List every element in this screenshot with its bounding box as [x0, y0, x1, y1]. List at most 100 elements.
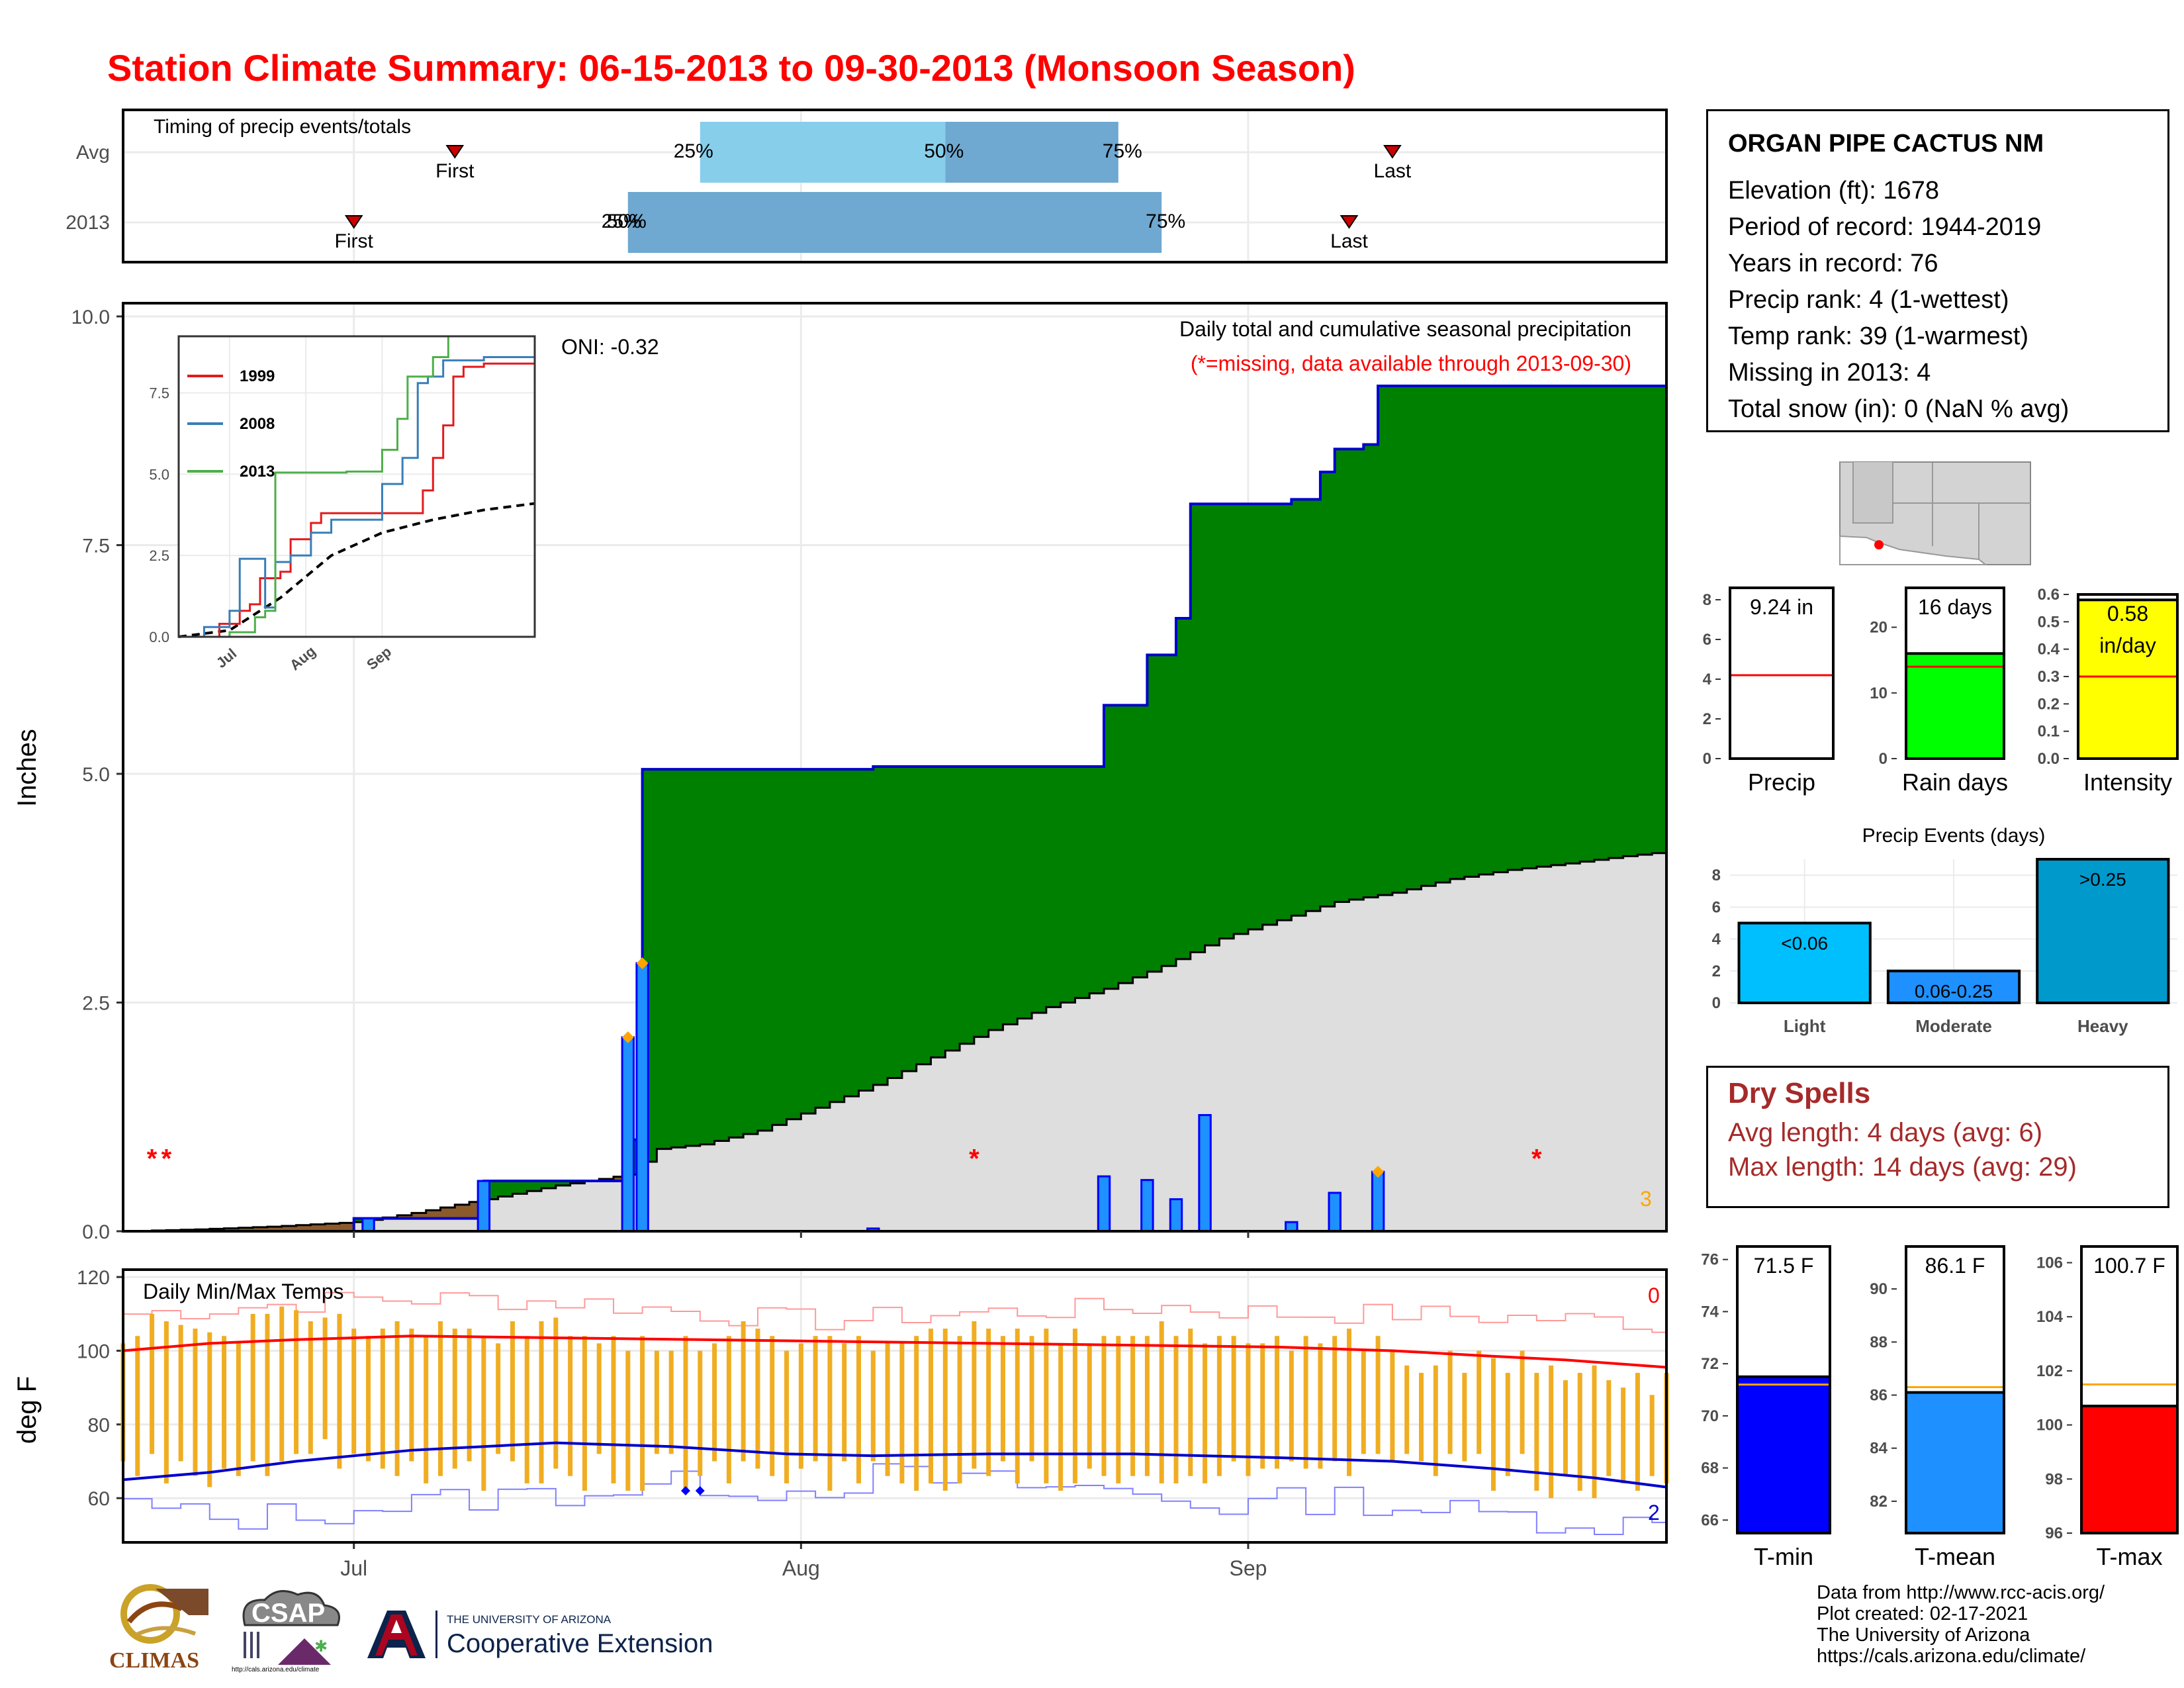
precip-diff-segment: [1190, 504, 1206, 953]
temp-range-bar: [683, 1336, 688, 1491]
temp-range-bar: [899, 1343, 905, 1483]
temp-range-bar: [1000, 1336, 1005, 1462]
precip-diff-segment: [1536, 386, 1552, 867]
tmax_gauge-value-label: 100.7 F: [2093, 1254, 2165, 1278]
precip-diff-segment: [931, 766, 946, 1058]
precip-extreme-count: 3: [1640, 1187, 1652, 1211]
inset-series-line-2013: [179, 335, 535, 638]
precip-diff-segment: [873, 766, 888, 1085]
precip-events-bar-label: 0.06-0.25: [1915, 981, 1993, 1002]
temp-range-bar: [380, 1329, 385, 1469]
tmean_gauge-value-label: 86.1 F: [1925, 1254, 1985, 1278]
temp-range-bar: [1534, 1372, 1539, 1491]
temp-range-bar: [1303, 1336, 1308, 1469]
precip-diff-segment: [1623, 386, 1639, 857]
precip-diff-segment: [729, 769, 744, 1138]
temp-range-bar: [1275, 1336, 1280, 1469]
precip-diff-segment: [455, 1204, 470, 1219]
temp-range-bar: [1246, 1343, 1251, 1476]
temp-range-bar: [452, 1329, 457, 1469]
precip-extreme-marker: [621, 1031, 634, 1044]
precip-diff-segment: [1392, 386, 1408, 893]
temp-range-bar: [611, 1336, 616, 1483]
precip-daily-bar: [1371, 1170, 1385, 1233]
precip-diff-segment: [1205, 504, 1220, 946]
station-snow: Total snow (in): 0 (NaN % avg): [1728, 395, 2070, 423]
footer-url: https://cals.arizona.edu/climate/: [1817, 1646, 2086, 1667]
temp-range-bar: [1216, 1336, 1222, 1476]
precip-diff-segment: [1132, 705, 1148, 978]
precip-diff-segment: [974, 766, 989, 1037]
precip-diff-segment: [685, 769, 701, 1147]
precip-diff-segment: [411, 1213, 427, 1219]
temp-range-bars: [120, 1306, 1669, 1499]
temp-range-bar: [1635, 1372, 1640, 1491]
precip-diff-segment: [1277, 504, 1292, 921]
inset-ytick-label: 5.0: [149, 466, 169, 483]
temp-range-bar: [1015, 1329, 1020, 1483]
temp-range-bar: [1649, 1395, 1655, 1476]
temp-range-bar: [337, 1313, 342, 1469]
precip-ytick-label: 0.0: [82, 1221, 110, 1243]
precip-diff-segment: [1493, 386, 1508, 872]
precip-diff-segment: [1234, 504, 1249, 934]
temp-range-bar: [1361, 1350, 1366, 1454]
temp-range-bar: [222, 1336, 227, 1469]
tmax_gauge-ytick-label: 106: [2036, 1254, 2063, 1272]
precip-diff-segment: [1464, 386, 1480, 877]
temp-range-bar: [1592, 1365, 1597, 1499]
temp-range-bar: [322, 1317, 328, 1440]
temp-range-bar: [1188, 1329, 1193, 1476]
precip_gauge-ytick-label: 8: [1703, 591, 1711, 609]
temp-ytick-label: 60: [88, 1488, 110, 1510]
temp-range-bar: [1130, 1336, 1136, 1476]
precip_gauge-value-label: 9.24 in: [1750, 595, 1813, 619]
temp-range-bar: [1087, 1343, 1092, 1469]
temp-range-bar: [366, 1336, 371, 1462]
temp-range-bar: [986, 1329, 991, 1476]
tmean_gauge: 82 84 86 88 90 86.1 F T-mean: [1870, 1245, 2005, 1570]
dry-spells-box: Dry Spells Avg length: 4 days (avg: 6) M…: [1706, 1066, 2169, 1208]
tmax_gauge: 96 98 100 102 104 106 100.7 F T-max: [2036, 1245, 2179, 1570]
precip-events-bar: [1737, 921, 1872, 1005]
precip-diff-segment: [1032, 766, 1047, 1013]
timing-last-label: Last: [1330, 230, 1368, 252]
tmin_gauge-ytick-label: 66: [1701, 1511, 1719, 1529]
precip-diff-segment: [1508, 386, 1523, 870]
temp-range-bar: [308, 1321, 313, 1454]
temp-range-bar: [1058, 1343, 1064, 1491]
temp-range-bar: [1447, 1350, 1453, 1454]
temp-avg-min-line: [122, 1441, 1667, 1489]
raindays_gauge: 0 10 20 16 days Rain days: [1870, 586, 2008, 796]
inset-bg: [179, 336, 535, 637]
temp-range-bar: [625, 1350, 631, 1491]
precip-diff-segment: [1147, 655, 1162, 972]
precip_gauge-ytick-label: 0: [1703, 750, 1711, 768]
precip-diff-segment: [1320, 471, 1336, 907]
locator-map-state-lines: [1893, 462, 2030, 565]
intensity_gauge-ytick-label: 0.4: [2038, 641, 2060, 659]
precip-diff-segment: [1421, 386, 1436, 886]
csap-logo-url: http://cals.arizona.edu/climate: [232, 1666, 320, 1673]
intensity_gauge-ytick-label: 0.2: [2038, 695, 2060, 713]
timing-p75-label: 75%: [1146, 211, 1185, 232]
precip-diff-segment: [801, 769, 816, 1114]
precip-diff-segment: [858, 769, 874, 1091]
temp-range-bar: [1621, 1387, 1626, 1483]
timing-p75-label: 75%: [1103, 140, 1142, 162]
precip-diff-segment: [325, 1223, 340, 1231]
precip-events-ytick-label: 6: [1712, 898, 1721, 916]
precip-diff-segment: [901, 766, 917, 1072]
precip-events-category-label: Moderate: [1915, 1016, 1992, 1036]
precip-cumulative-line: [123, 385, 1668, 1233]
tmin_gauge-value-label: 71.5 F: [1754, 1254, 1814, 1278]
inset-legend-label: 2013: [240, 463, 275, 481]
precip-diff-segment: [1046, 766, 1062, 1008]
inset-ytick-label: 2.5: [149, 547, 169, 564]
precip-diff-segment: [281, 1225, 297, 1231]
station-info-box: ORGAN PIPE CACTUS NM Elevation (ft): 167…: [1706, 109, 2169, 432]
timing-avg-50-75-bar: [945, 122, 1118, 183]
temp-chart-title: Daily Min/Max Temps: [143, 1280, 343, 1303]
temp-range-bar: [798, 1343, 803, 1469]
temp-range-bar: [467, 1329, 472, 1462]
